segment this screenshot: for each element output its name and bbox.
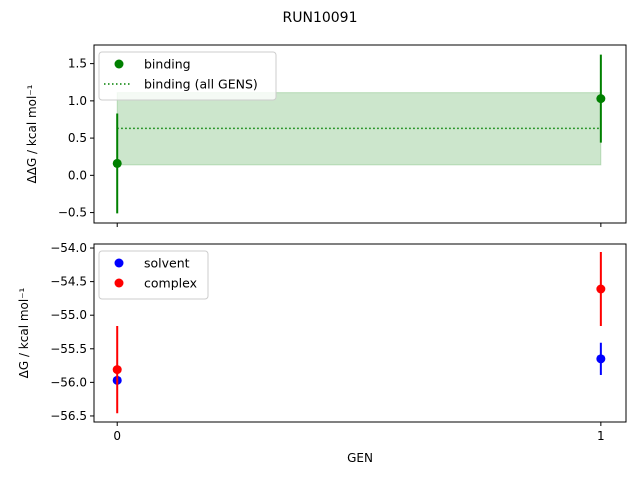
y-tick-label: 0.5 [68,131,87,145]
x-tick-label: 1 [597,429,605,443]
y-tick-label: 1.5 [68,57,87,71]
panel-1: −54.0 −54.5 −55.0 −55.5 −56.0 −56.5 0 1 ΔG / kca… [17,241,627,443]
legend-label: binding (all GENS) [144,77,258,92]
legend: solvent complex [98,250,209,300]
legend-marker-solvent [114,258,124,268]
y-tick-label: −0.5 [58,206,87,220]
y-axis-label: ΔΔG / kcal mol⁻¹ [25,84,39,183]
point-solvent [596,354,606,364]
y-tick-label: 0.0 [68,168,87,182]
axes-frame [93,243,627,423]
x-tick-label: 0 [113,429,121,443]
legend-label: complex [144,276,197,291]
point-binding [596,94,606,104]
point-complex [112,365,122,375]
x-axis-label: GEN [347,451,373,465]
legend: binding binding (all GENS) [98,51,277,101]
point-binding [112,158,122,168]
legend-label: binding [144,57,191,72]
legend-label: solvent [144,256,190,271]
y-tick-label: −54.5 [50,275,87,289]
legend-marker-complex [114,278,124,288]
legend-box [98,250,209,300]
y-tick-label: −55.0 [50,308,87,322]
y-tick-label: −56.0 [50,375,87,389]
y-axis-label: ΔG / kcal mol⁻¹ [17,287,31,378]
y-tick-label: −54.0 [50,241,87,255]
axes-frame [93,44,627,224]
y-tick-label: −55.5 [50,342,87,356]
point-complex [596,284,606,294]
legend-box [98,51,277,101]
legend-marker-binding [114,59,124,69]
y-tick-label: −56.5 [50,409,87,423]
chart-title: RUN10091 [283,10,358,26]
y-tick-label: 1.0 [68,94,87,108]
